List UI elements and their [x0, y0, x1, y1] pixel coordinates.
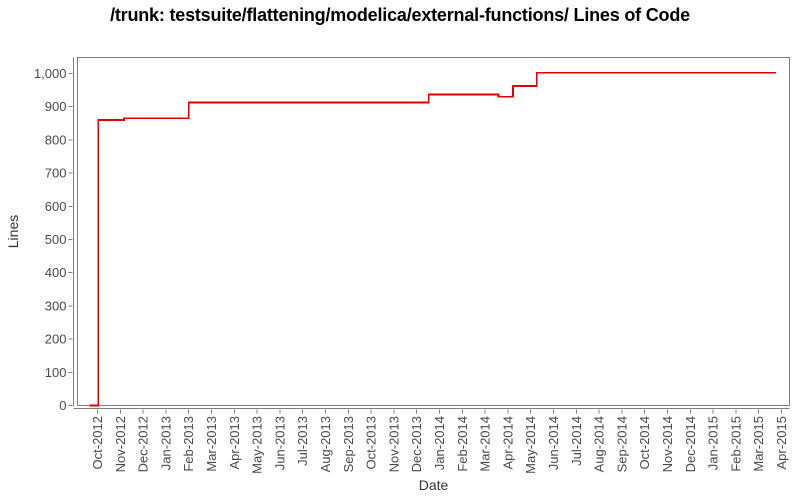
y-axis-tick-label: 800 — [45, 132, 67, 147]
x-axis-tick-label: Sep-2014 — [614, 416, 629, 472]
y-axis-tick-label: 1,000 — [34, 66, 67, 81]
x-axis-tick-label: Dec-2012 — [136, 416, 151, 472]
x-axis-tick-label: May-2014 — [523, 416, 538, 474]
x-axis-tick-label: Aug-2014 — [592, 416, 607, 472]
x-axis-title: Date — [419, 477, 449, 493]
y-axis-tick-label: 700 — [45, 166, 67, 181]
x-axis-tick-label: Jan-2014 — [432, 416, 447, 470]
loc-series-line — [89, 71, 776, 407]
y-axis-tick-label: 400 — [45, 265, 67, 280]
x-axis-tick-label: Feb-2013 — [181, 416, 196, 472]
x-axis-tick-label: Mar-2013 — [204, 416, 219, 472]
x-axis-tick-label: Feb-2015 — [728, 416, 743, 472]
x-axis-tick-label: Jun-2013 — [272, 416, 287, 470]
chart-title: /trunk: testsuite/flattening/modelica/ex… — [110, 5, 690, 25]
x-axis-tick-label: Jun-2014 — [546, 416, 561, 470]
x-axis-tick-label: Dec-2014 — [683, 416, 698, 472]
x-axis-tick-label: Jul-2013 — [295, 416, 310, 466]
y-axis-tick-label: 300 — [45, 298, 67, 313]
y-axis-tick-label: 200 — [45, 332, 67, 347]
y-axis-tick-label: 500 — [45, 232, 67, 247]
x-axis-tick-label: Sep-2013 — [341, 416, 356, 472]
x-axis-tick-label: Jan-2015 — [706, 416, 721, 470]
y-axis-tick-label: 100 — [45, 365, 67, 380]
x-axis-tick-label: Nov-2012 — [113, 416, 128, 472]
plot-border — [77, 57, 790, 406]
x-axis-tick-label: Oct-2013 — [364, 416, 379, 469]
x-axis-tick-label: Oct-2012 — [90, 416, 105, 469]
x-axis-tick-label: May-2013 — [250, 416, 265, 474]
x-axis-tick-label: Jul-2014 — [569, 416, 584, 466]
y-axis-tick-label: 900 — [45, 99, 67, 114]
x-axis-tick-label: Jan-2013 — [158, 416, 173, 470]
x-axis-tick-label: Nov-2014 — [660, 416, 675, 472]
x-axis-tick-label: Feb-2014 — [455, 416, 470, 472]
x-axis-tick-label: Dec-2013 — [409, 416, 424, 472]
x-axis-tick-label: Mar-2015 — [751, 416, 766, 472]
x-axis-tick-label: Oct-2014 — [637, 416, 652, 469]
y-axis-title: Lines — [5, 215, 21, 248]
x-axis-tick-label: Aug-2013 — [318, 416, 333, 472]
x-axis-tick-label: Apr-2014 — [500, 416, 515, 469]
y-axis-tick-label: 0 — [59, 398, 66, 413]
x-axis-tick-label: Apr-2013 — [227, 416, 242, 469]
x-axis-tick-label: Mar-2014 — [478, 416, 493, 472]
y-axis-tick-label: 600 — [45, 199, 67, 214]
x-axis-tick-label: Apr-2015 — [774, 416, 789, 469]
x-axis-tick-label: Nov-2013 — [386, 416, 401, 472]
